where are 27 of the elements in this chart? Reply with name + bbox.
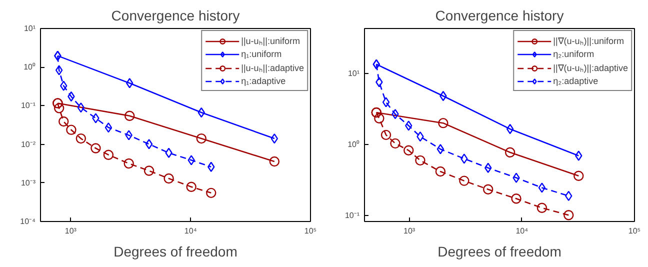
- x-tick-label: 10⁴: [516, 226, 529, 236]
- chart-title: Convergence history: [111, 8, 240, 24]
- legend-label: η₁:uniform: [241, 48, 282, 60]
- x-tick-label: 10⁵: [304, 226, 317, 236]
- y-tick-label: 10⁻³: [20, 178, 36, 188]
- legend-label: η₂:adaptive: [553, 75, 598, 87]
- y-tick-label: 10¹: [348, 69, 360, 78]
- x-tick-label: 10⁵: [628, 226, 641, 236]
- y-tick-label: 10⁻¹: [344, 211, 360, 220]
- legend-label: ||u-uₕ||:uniform: [241, 35, 300, 47]
- legend-label: η₁:adaptive: [241, 75, 286, 87]
- legend-label: ||∇(u-uₕ)||:adaptive: [553, 62, 628, 74]
- x-axis-title: Degrees of freedom: [438, 244, 562, 260]
- chart-title: Convergence history: [435, 8, 564, 24]
- y-tick-label: 10⁻¹: [20, 101, 36, 110]
- y-tick-label: 10¹: [24, 24, 36, 33]
- y-tick-label: 10⁰: [24, 62, 36, 72]
- y-tick-label: 10⁰: [348, 140, 360, 150]
- y-tick-label: 10⁻⁴: [20, 217, 36, 226]
- x-tick-label: 10³: [404, 226, 416, 236]
- legend-label: ||∇(u-uₕ)||:uniform: [553, 35, 624, 47]
- legend-label: ||u-uₕ||:adaptive: [241, 62, 304, 74]
- y-tick-label: 10⁻²: [20, 140, 36, 149]
- x-tick-label: 10⁴: [184, 226, 198, 236]
- legend-label: η₂:uniform: [553, 48, 594, 60]
- x-axis-title: Degrees of freedom: [114, 244, 238, 260]
- x-tick-label: 10³: [64, 226, 77, 236]
